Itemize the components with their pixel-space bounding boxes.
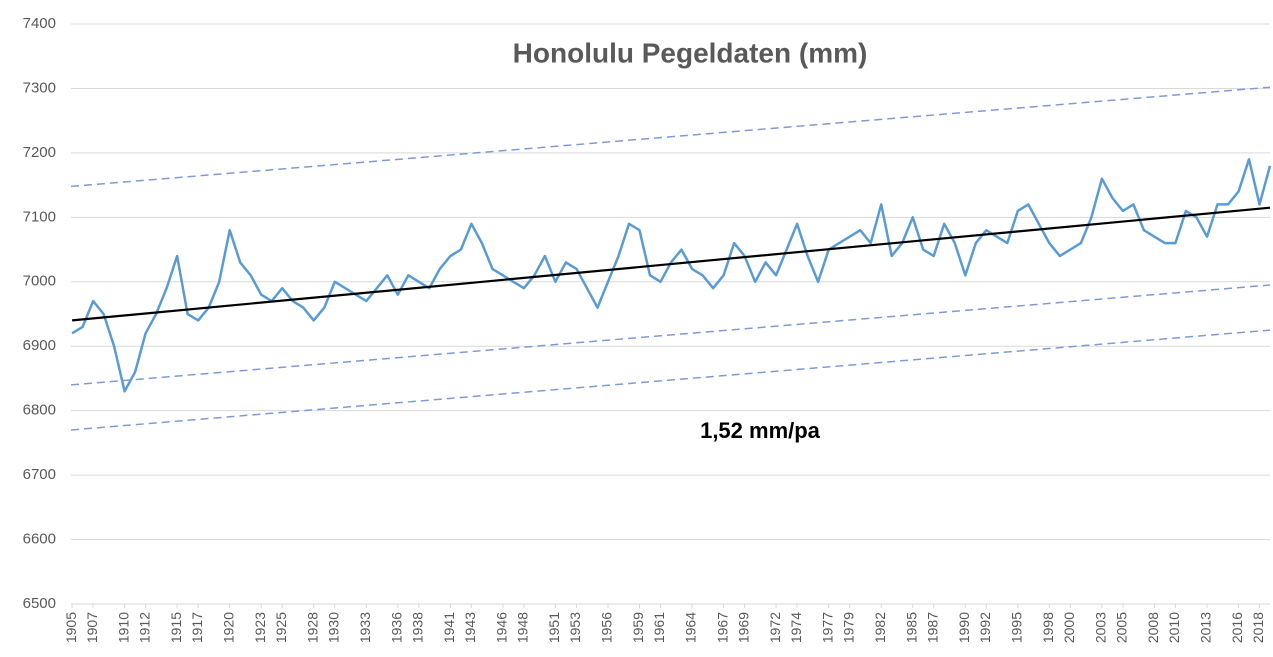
channel-line: [70, 284, 1271, 386]
data-line: [71, 158, 1272, 393]
x-tick-label: 2008: [1145, 612, 1161, 643]
x-tick-label: 1920: [220, 612, 236, 643]
x-tick-label: 1998: [1040, 612, 1056, 643]
x-tick-label: 1928: [304, 612, 320, 643]
channel-line: [70, 86, 1271, 188]
y-tick-label: 7100: [23, 208, 56, 225]
x-tick-label: 1985: [903, 612, 919, 643]
x-tick-label: 1956: [599, 612, 615, 643]
x-tick-label: 1948: [515, 612, 531, 643]
x-tick-label: 1977: [819, 612, 835, 643]
x-tick-label: 2016: [1229, 612, 1245, 643]
x-tick-label: 1917: [189, 612, 205, 643]
y-tick-label: 6900: [23, 337, 56, 354]
x-tick-label: 1925: [273, 612, 289, 643]
x-tick-label: 1972: [767, 612, 783, 643]
x-tick-label: 1964: [683, 612, 699, 643]
x-tick-label: 1933: [357, 612, 373, 643]
x-tick-label: 2005: [1114, 612, 1130, 643]
x-tick-label: 1967: [714, 612, 730, 643]
trend-line: [71, 206, 1271, 322]
y-tick-label: 7000: [23, 273, 56, 290]
x-tick-label: 1936: [389, 612, 405, 643]
x-tick-label: 2010: [1166, 612, 1182, 643]
x-tick-label: 1959: [630, 612, 646, 643]
x-tick-label: 1990: [956, 612, 972, 643]
y-tick-label: 7400: [23, 15, 56, 32]
x-tick-label: 1923: [252, 612, 268, 643]
x-tick-label: 2013: [1198, 612, 1214, 643]
x-tick-label: 2018: [1250, 612, 1266, 643]
x-tick-label: 2000: [1061, 612, 1077, 643]
y-tick-label: 6600: [23, 531, 56, 548]
channel-line: [70, 329, 1271, 431]
chart-title: Honolulu Pegeldaten (mm): [513, 37, 868, 68]
x-tick-label: 1946: [494, 612, 510, 643]
x-tick-label: 1953: [567, 612, 583, 643]
x-tick-label: 1979: [840, 612, 856, 643]
x-tick-label: 1969: [735, 612, 751, 643]
x-tick-label: 1951: [546, 612, 562, 643]
x-tick-label: 1943: [462, 612, 478, 643]
x-tick-label: 1961: [651, 612, 667, 643]
x-tick-label: 1930: [325, 612, 341, 643]
y-tick-label: 6500: [23, 595, 56, 612]
x-tick-label: 1982: [872, 612, 888, 643]
x-tick-label: 2003: [1093, 612, 1109, 643]
x-tick-label: 1995: [1009, 612, 1025, 643]
annotation: 1,52 mm/pa: [700, 418, 821, 443]
x-tick-label: 1910: [115, 612, 131, 643]
x-tick-label: 1907: [84, 612, 100, 643]
y-tick-label: 7300: [23, 79, 56, 96]
x-tick-label: 1938: [410, 612, 426, 643]
x-tick-label: 1941: [441, 612, 457, 643]
x-tick-label: 1992: [977, 612, 993, 643]
x-tick-label: 1912: [136, 612, 152, 643]
x-tick-label: 1987: [924, 612, 940, 643]
y-tick-label: 6800: [23, 402, 56, 419]
x-tick-label: 1915: [168, 612, 184, 643]
y-tick-label: 6700: [23, 466, 56, 483]
x-tick-label: 1974: [788, 612, 804, 643]
x-tick-label: 1905: [63, 612, 79, 643]
y-tick-label: 7200: [23, 144, 56, 161]
